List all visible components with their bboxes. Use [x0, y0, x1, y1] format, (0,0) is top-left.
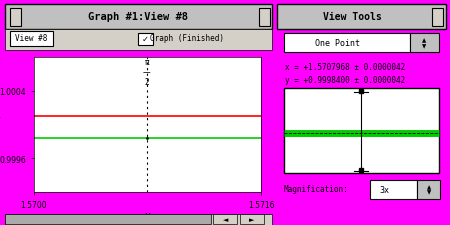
Text: View Tools: View Tools: [323, 12, 382, 22]
Text: View #8: View #8: [15, 34, 47, 43]
Y-axis label: y: y: [0, 115, 1, 125]
FancyBboxPatch shape: [369, 180, 417, 199]
Text: Magnification:: Magnification:: [284, 184, 348, 193]
FancyBboxPatch shape: [410, 34, 439, 53]
Text: ✓: ✓: [142, 35, 149, 44]
FancyBboxPatch shape: [284, 89, 439, 174]
Text: One Point: One Point: [315, 39, 360, 48]
Text: y = +0.9998400 ± 0.0000042: y = +0.9998400 ± 0.0000042: [285, 76, 405, 85]
FancyBboxPatch shape: [4, 4, 272, 30]
Text: π
—
2: π — 2: [143, 57, 151, 87]
FancyBboxPatch shape: [10, 32, 53, 47]
FancyBboxPatch shape: [284, 34, 410, 53]
FancyBboxPatch shape: [139, 34, 153, 46]
Text: ►: ►: [249, 216, 255, 222]
FancyBboxPatch shape: [4, 30, 272, 51]
FancyBboxPatch shape: [432, 9, 443, 27]
Text: ▲
▼: ▲ ▼: [427, 184, 431, 195]
FancyBboxPatch shape: [4, 214, 211, 225]
Text: Graph (Finished): Graph (Finished): [149, 34, 224, 43]
Text: ▲
▼: ▲ ▼: [422, 38, 427, 49]
FancyBboxPatch shape: [240, 214, 264, 225]
Text: Graph #1:View #8: Graph #1:View #8: [88, 12, 189, 22]
Text: 3x: 3x: [380, 185, 390, 194]
FancyBboxPatch shape: [4, 214, 272, 225]
FancyBboxPatch shape: [417, 180, 441, 199]
FancyBboxPatch shape: [259, 9, 270, 27]
X-axis label: x: x: [144, 210, 150, 220]
FancyBboxPatch shape: [10, 9, 21, 27]
Text: x = +1.5707968 ± 0.0000042: x = +1.5707968 ± 0.0000042: [285, 62, 405, 71]
FancyBboxPatch shape: [213, 214, 238, 225]
FancyBboxPatch shape: [277, 4, 446, 30]
Text: ◄: ◄: [223, 216, 228, 222]
